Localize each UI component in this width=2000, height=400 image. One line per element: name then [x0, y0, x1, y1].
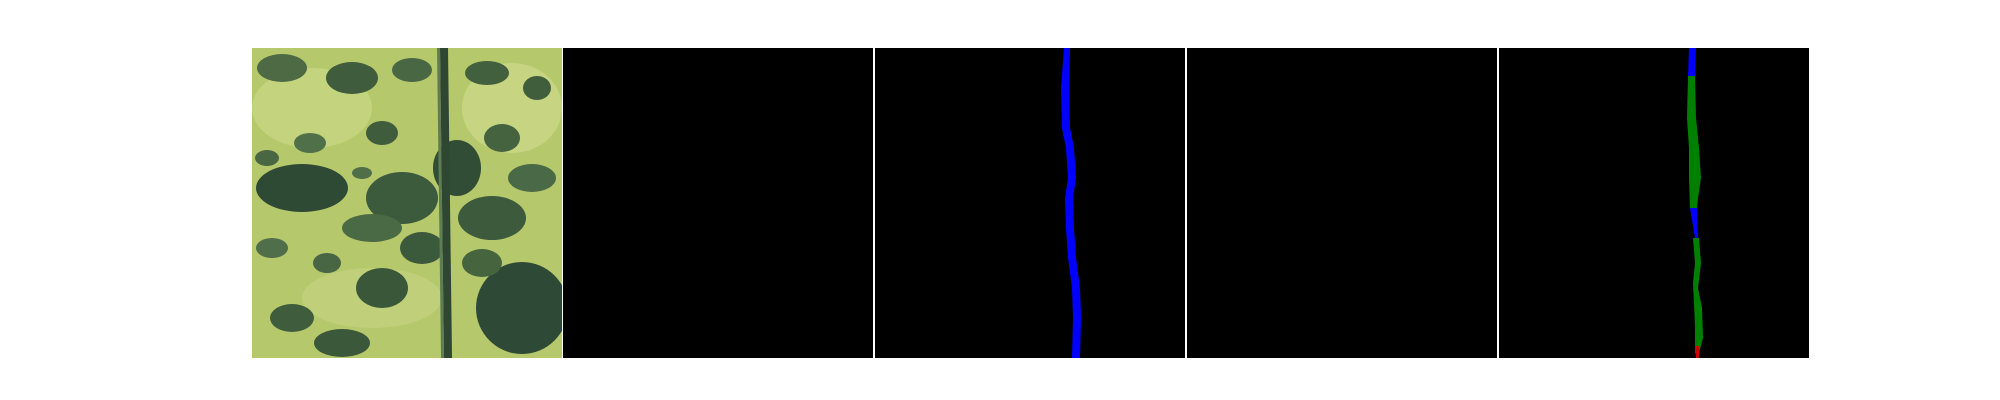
comparison-mask-panel — [1499, 48, 1809, 358]
comparison-mask — [1499, 48, 1809, 358]
road-line — [1061, 48, 1081, 358]
aerial-image-panel — [252, 48, 562, 358]
road-mask-panel — [875, 48, 1185, 358]
empty-mask-1 — [563, 48, 873, 358]
aerial-image — [252, 48, 562, 358]
empty-mask-2 — [1187, 48, 1497, 358]
empty-mask-panel-2 — [1187, 48, 1497, 358]
road-mask — [875, 48, 1185, 358]
empty-mask-panel-1 — [563, 48, 873, 358]
